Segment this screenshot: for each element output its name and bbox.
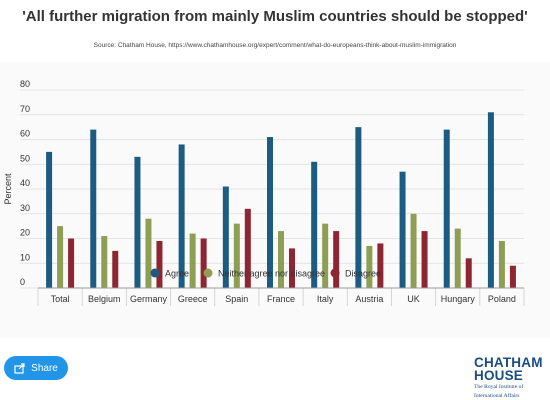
bar-agree: [487, 112, 494, 289]
x-tick-label: Belgium: [88, 294, 121, 304]
bar-agree: [311, 161, 318, 288]
logo-line-2: HOUSE: [474, 368, 524, 383]
bar-disagree: [200, 238, 207, 288]
legend-swatch: [150, 268, 160, 278]
bar-disagree: [244, 208, 251, 288]
bar-disagree: [156, 240, 163, 288]
bar-disagree: [465, 258, 472, 288]
chart-area: 0 10 20 30 40 50 60 70 80 Percent Total Belgium Germ…: [0, 62, 550, 338]
logo-line-1: CHATHAM: [474, 355, 543, 370]
source-note: Source: Chatham House, https://www.chath…: [93, 42, 457, 49]
bar-agree: [222, 186, 229, 288]
bar-chart: 0 10 20 30 40 50 60 70 80 Percent Total Belgium Germ…: [3, 79, 525, 306]
logo-tagline-2: International Affairs: [474, 392, 520, 399]
y-axis-title: Percent: [3, 173, 13, 205]
legend-label: Disagree: [345, 269, 381, 279]
bar-agree: [355, 127, 362, 288]
bar-agree: [178, 144, 185, 288]
bar-disagree: [333, 231, 340, 288]
bar-neither-agree-nor-disagree: [322, 223, 329, 288]
bar-disagree: [377, 243, 384, 288]
chart-title: 'All further migration from mainly Musli…: [22, 8, 528, 25]
bar-neither-agree-nor-disagree: [57, 226, 64, 288]
x-tick-label: UK: [407, 294, 420, 304]
bar-neither-agree-nor-disagree: [410, 213, 417, 288]
bar-disagree: [421, 231, 428, 288]
legend-label: Neither agree nor disagree: [218, 269, 325, 279]
x-tick-label: Italy: [317, 294, 334, 304]
chatham-house-logo[interactable]: CHATHAM HOUSE The Royal Institute of Int…: [474, 356, 544, 399]
y-tick-label: 30: [20, 203, 30, 213]
bar-neither-agree-nor-disagree: [498, 240, 505, 288]
bar-agree: [134, 156, 141, 288]
y-tick-label: 20: [20, 228, 30, 238]
y-tick-label: 80: [20, 79, 30, 89]
x-tick-label: Greece: [178, 294, 208, 304]
x-tick-label: Germany: [130, 294, 168, 304]
bar-agree: [46, 151, 53, 288]
bar-disagree: [68, 238, 75, 288]
x-tick-label: Austria: [355, 294, 383, 304]
y-tick-label: 40: [20, 178, 30, 188]
x-tick-label: Total: [51, 294, 70, 304]
bar-disagree: [509, 265, 516, 288]
y-tick-label: 70: [20, 104, 30, 114]
share-label: Share: [31, 362, 58, 374]
bar-neither-agree-nor-disagree: [278, 231, 284, 288]
legend-swatch: [330, 268, 340, 278]
x-tick-label: Poland: [488, 294, 516, 304]
y-tick-label: 10: [20, 252, 30, 262]
share-icon: [14, 362, 26, 374]
bar-agree: [399, 171, 406, 288]
share-button[interactable]: Share: [4, 356, 68, 380]
bar-neither-agree-nor-disagree: [454, 228, 461, 288]
bar-agree: [90, 129, 97, 288]
legend-swatch: [203, 268, 213, 278]
y-tick-label: 0: [20, 277, 25, 287]
bar-agree: [267, 137, 273, 288]
x-tick-label: Spain: [225, 294, 248, 304]
x-tick-label: Hungary: [441, 294, 476, 304]
bar-neither-agree-nor-disagree: [189, 233, 196, 288]
bar-neither-agree-nor-disagree: [366, 245, 373, 288]
bar-disagree: [289, 248, 295, 288]
y-tick-label: 50: [20, 153, 30, 163]
x-tick-label: France: [267, 294, 295, 304]
bar-disagree: [112, 250, 119, 288]
y-tick-label: 60: [20, 129, 30, 139]
legend-label: Agree: [165, 269, 189, 279]
bar-agree: [443, 129, 450, 288]
bar-neither-agree-nor-disagree: [101, 236, 108, 288]
bar-neither-agree-nor-disagree: [233, 223, 240, 288]
logo-tagline-1: The Royal Institute of: [474, 384, 524, 390]
bar-neither-agree-nor-disagree: [145, 218, 152, 288]
